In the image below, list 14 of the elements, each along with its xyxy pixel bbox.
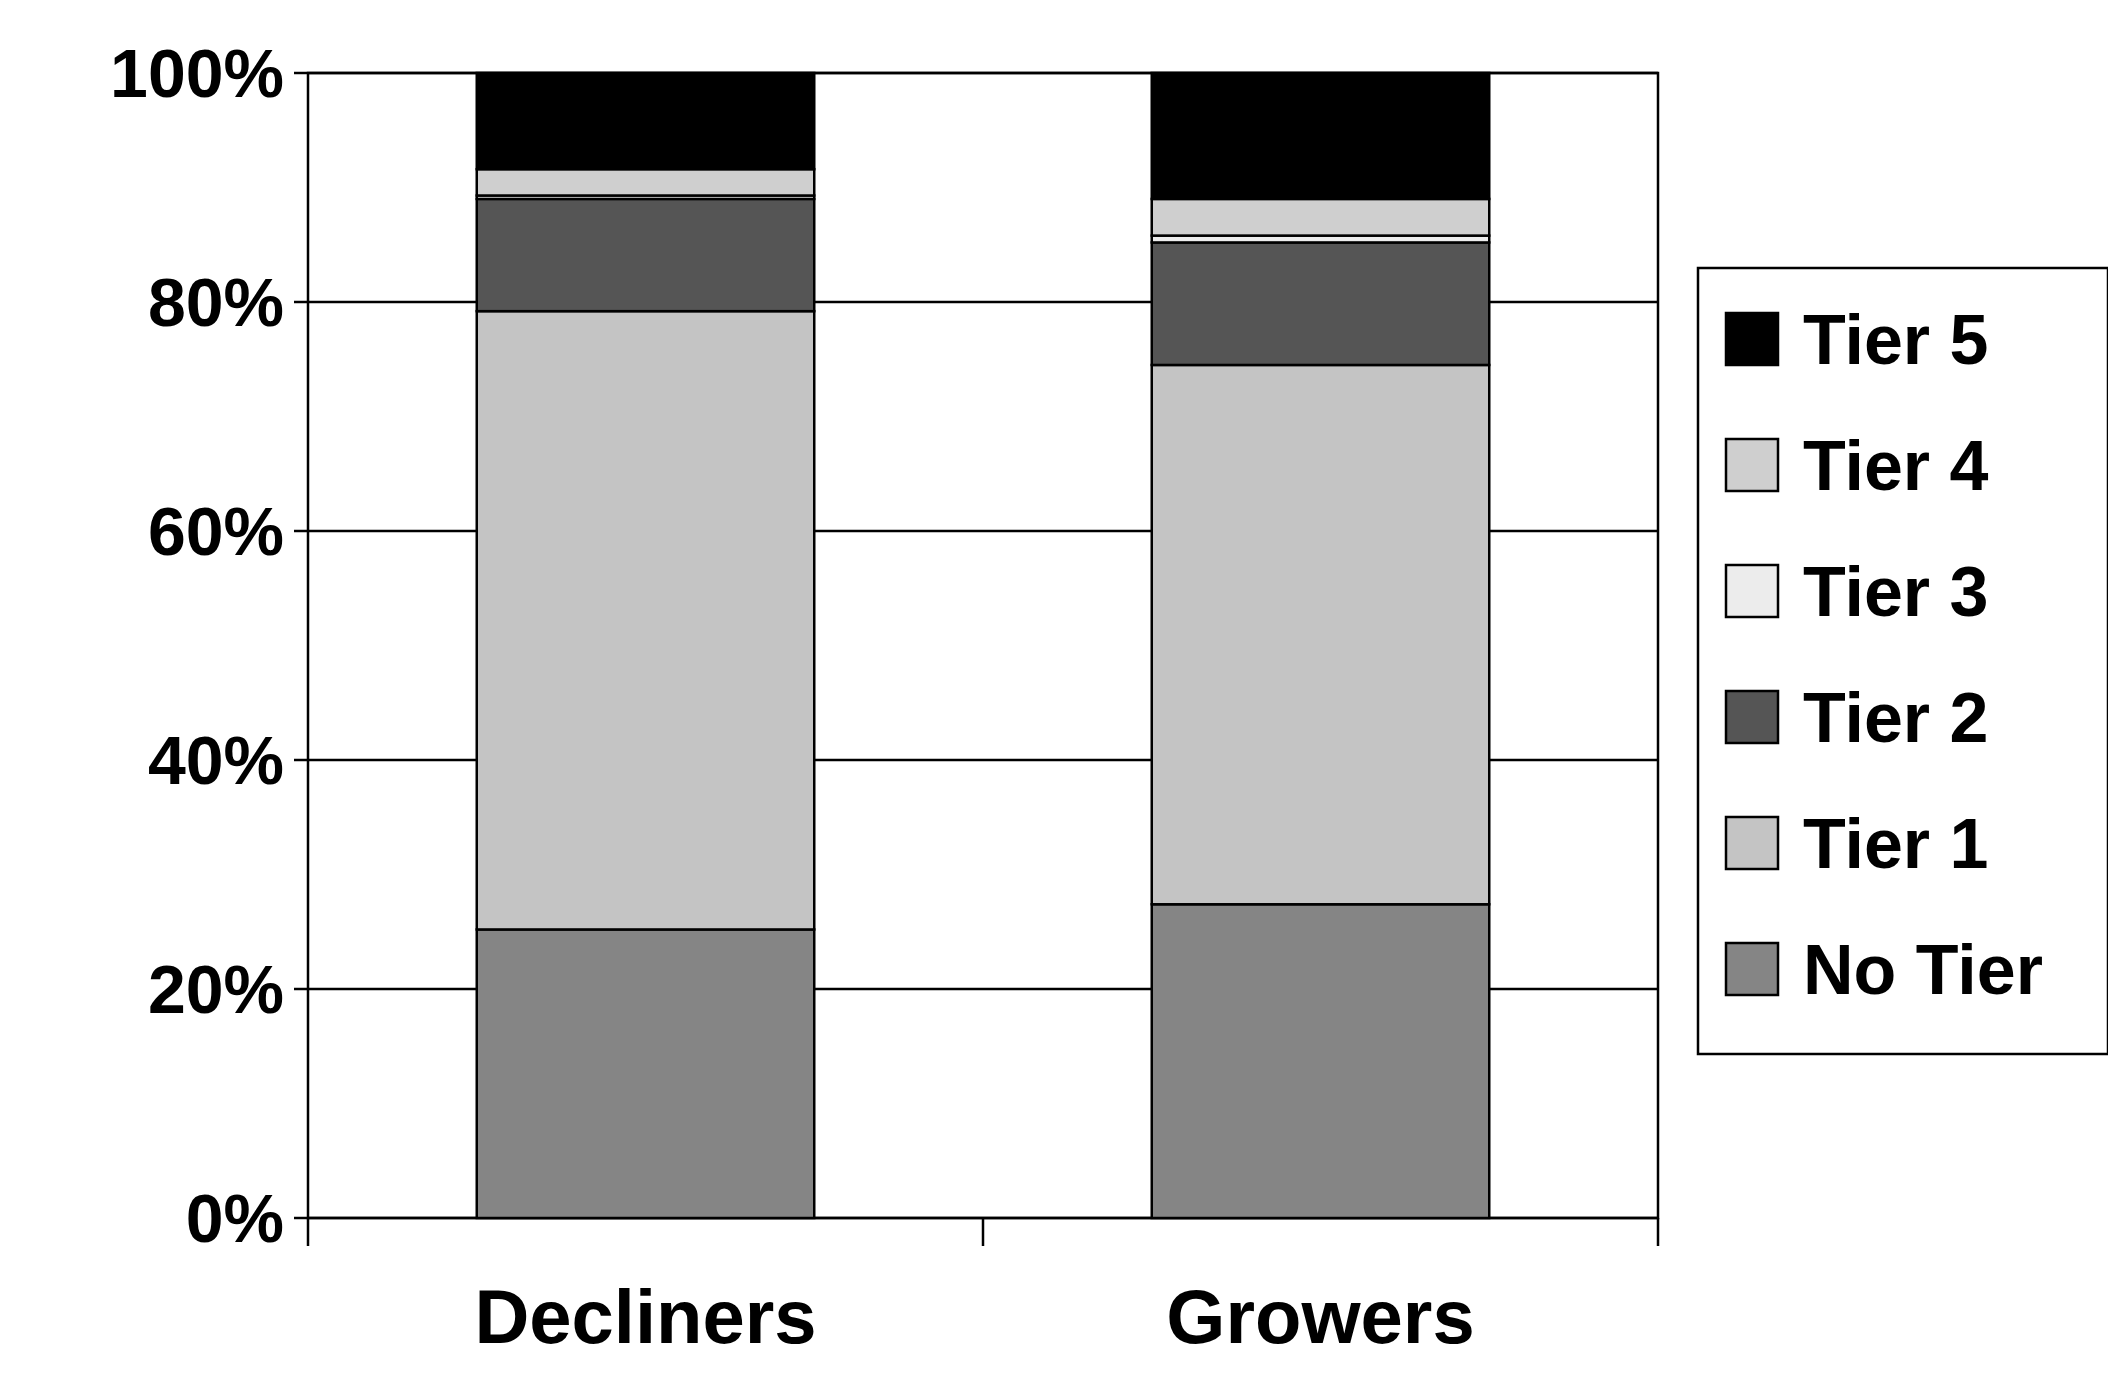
y-tick-label: 60% bbox=[147, 492, 284, 569]
legend-label: Tier 2 bbox=[1803, 678, 1989, 757]
x-tick-label: Decliners bbox=[474, 1274, 817, 1359]
y-tick-label: 20% bbox=[147, 950, 284, 1027]
y-tick-label: 80% bbox=[147, 263, 284, 340]
y-tick-label: 0% bbox=[185, 1179, 284, 1256]
legend-label: Tier 4 bbox=[1803, 426, 1989, 505]
y-tick-label: 100% bbox=[110, 34, 284, 111]
legend-label: No Tier bbox=[1803, 930, 2043, 1009]
legend-label: Tier 5 bbox=[1803, 300, 1989, 379]
legend-label: Tier 1 bbox=[1803, 804, 1989, 883]
x-tick-label: Growers bbox=[1166, 1274, 1475, 1359]
y-tick-label: 40% bbox=[147, 721, 284, 798]
legend-label: Tier 3 bbox=[1803, 552, 1989, 631]
